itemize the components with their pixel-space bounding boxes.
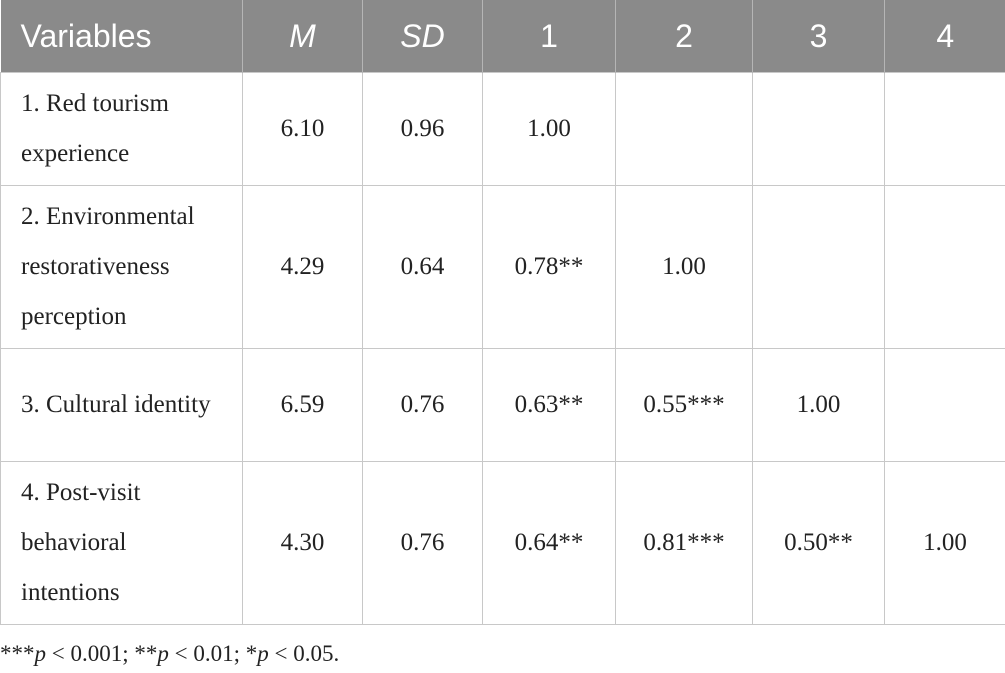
- cell: 4.30: [242, 461, 363, 625]
- variable-name: 4. Post-visit behavioral intentions: [0, 461, 243, 625]
- cell: 1.00: [482, 72, 616, 186]
- cell: 6.59: [242, 348, 363, 462]
- variable-name: 2. Environmental restorativeness percept…: [0, 185, 243, 349]
- empty-cell: [884, 185, 1005, 349]
- footnote-part: < 0.001; **: [46, 641, 158, 666]
- table-row: 1. Red tourism experience 6.10 0.96 1.00: [0, 72, 1005, 186]
- empty-cell: [615, 72, 753, 186]
- header-cell: 2: [615, 0, 753, 73]
- header-cell: 3: [752, 0, 885, 73]
- cell: 1.00: [884, 461, 1005, 625]
- cell: 0.64: [362, 185, 483, 349]
- cell: 0.50**: [752, 461, 885, 625]
- empty-cell: [752, 185, 885, 349]
- table-body: 1. Red tourism experience 6.10 0.96 1.00 2. …: [0, 72, 1005, 625]
- table-row: 2. Environmental restorativeness percept…: [0, 185, 1005, 349]
- cell: 0.76: [362, 348, 483, 462]
- cell: 4.29: [242, 185, 363, 349]
- footnote-part: p: [34, 641, 47, 666]
- header-cell: SD: [362, 0, 483, 73]
- footnote: ***p < 0.001; **p < 0.01; *p < 0.05.: [0, 641, 1005, 667]
- empty-cell: [884, 348, 1005, 462]
- footnote-part: < 0.05.: [268, 641, 340, 666]
- variable-name: 3. Cultural identity: [0, 348, 243, 462]
- table-row: 3. Cultural identity 6.59 0.76 0.63** 0.55**…: [0, 348, 1005, 462]
- variable-name: 1. Red tourism experience: [0, 72, 243, 186]
- empty-cell: [752, 72, 885, 186]
- footnote-part: < 0.01; *: [168, 641, 258, 666]
- cell: 1.00: [752, 348, 885, 462]
- cell: 6.10: [242, 72, 363, 186]
- cell: 0.81***: [615, 461, 753, 625]
- cell: 0.63**: [482, 348, 616, 462]
- cell: 1.00: [615, 185, 753, 349]
- footnote-part: ***: [0, 641, 35, 666]
- cell: 0.96: [362, 72, 483, 186]
- cell: 0.64**: [482, 461, 616, 625]
- header-cell: 4: [884, 0, 1005, 73]
- cell: 0.78**: [482, 185, 616, 349]
- header-row: Variables M SD 1 2 3 4: [0, 0, 1005, 73]
- footnote-part: p: [157, 641, 169, 666]
- cell: 0.55***: [615, 348, 753, 462]
- correlation-table: Variables M SD 1 2 3 4 1. Red tourism experien…: [0, 0, 1005, 625]
- cell: 0.76: [362, 461, 483, 625]
- empty-cell: [884, 72, 1005, 186]
- header-cell: M: [242, 0, 363, 73]
- header-cell: Variables: [0, 0, 243, 73]
- footnote-part: p: [257, 641, 269, 666]
- header-cell: 1: [482, 0, 616, 73]
- table-row: 4. Post-visit behavioral intentions 4.30 0…: [0, 461, 1005, 625]
